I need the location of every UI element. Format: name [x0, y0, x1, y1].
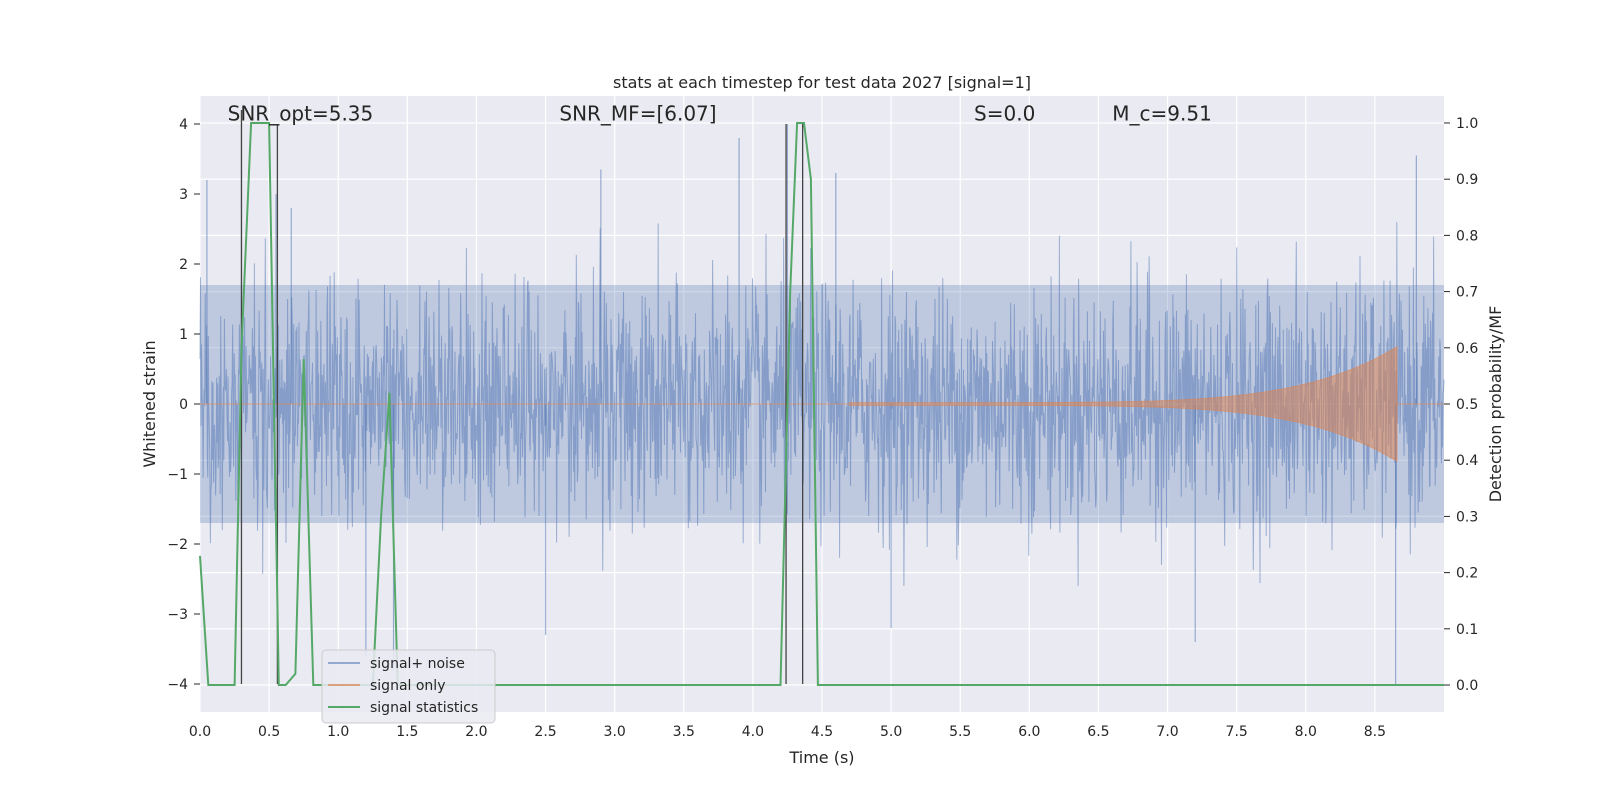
y2-tick-label-10: 1.0 [1456, 116, 1478, 132]
x-tick-label-15: 7.5 [1226, 724, 1248, 740]
annotation-mc: M_c=9.51 [1112, 102, 1212, 126]
annotation-snr-mf: SNR_MF=[6.07] [559, 102, 716, 126]
y-tick-label-6: 2 [179, 257, 188, 273]
y2-tick-label-0: 0.0 [1456, 678, 1478, 694]
annotation-snr-opt: SNR_opt=5.35 [228, 102, 374, 126]
y-axis-ticks: −4 −3 −2 −1 0 1 2 3 4 [167, 117, 200, 693]
x-tick-label-0: 0.0 [189, 724, 211, 740]
signal-noise-trace [199, 221, 1445, 587]
y-tick-label-3: −1 [167, 467, 188, 483]
y-axis-label: Whitened strain [140, 340, 159, 467]
y2-tick-label-5: 0.5 [1456, 397, 1478, 413]
y-tick-label-4: 0 [179, 397, 188, 413]
x-tick-label-10: 5.0 [880, 724, 902, 740]
x-tick-label-4: 2.0 [465, 724, 487, 740]
series-signal-statistics [199, 122, 1444, 686]
y-tick-label-7: 3 [179, 187, 188, 203]
x-tick-label-14: 7.0 [1156, 724, 1178, 740]
detection-markers [240, 110, 804, 684]
x-tick-label-5: 2.5 [534, 724, 556, 740]
x-tick-label-2: 1.0 [327, 724, 349, 740]
y2-axis-ticks: 0.0 0.1 0.2 0.3 0.4 0.5 0.6 0.7 0.8 0.9 1.0 [1444, 116, 1478, 694]
x-tick-label-17: 8.5 [1364, 724, 1386, 740]
y-tick-label-1: −3 [167, 607, 188, 623]
chart-title: stats at each timestep for test data 202… [613, 73, 1031, 92]
x-tick-label-1: 0.5 [258, 724, 280, 740]
y-tick-label-5: 1 [179, 327, 188, 343]
annotations: SNR_opt=5.35 SNR_MF=[6.07] S=0.0 M_c=9.51 [228, 102, 1212, 126]
legend-label-signal-only: signal only [370, 678, 445, 694]
legend-label-signal-noise: signal+ noise [370, 656, 465, 672]
x-tick-label-9: 4.5 [811, 724, 833, 740]
y-tick-label-8: 4 [179, 117, 188, 133]
signal-only-chirp [849, 345, 1398, 463]
y2-tick-label-7: 0.7 [1456, 285, 1478, 301]
y-tick-label-2: −2 [167, 537, 188, 553]
x-tick-label-13: 6.5 [1087, 724, 1109, 740]
y-tick-label-0: −4 [167, 677, 188, 693]
y2-tick-label-9: 0.9 [1456, 172, 1478, 188]
x-axis-label: Time (s) [788, 748, 854, 767]
legend-box [321, 649, 496, 724]
x-tick-label-3: 1.5 [396, 724, 418, 740]
legend-label-signal-statistics: signal statistics [370, 700, 478, 716]
y2-tick-label-1: 0.1 [1456, 622, 1478, 638]
x-tick-label-12: 6.0 [1018, 724, 1040, 740]
x-tick-label-8: 4.0 [742, 724, 764, 740]
y2-tick-label-8: 0.8 [1456, 228, 1478, 244]
signal-statistics-line [199, 122, 1444, 686]
y2-axis-label: Detection probability/MF [1486, 306, 1505, 503]
annotation-s-stat: S=0.0 [974, 102, 1035, 126]
x-axis-ticks: 0.0 0.5 1.0 1.5 2.0 2.5 3.0 3.5 4.0 4.5 5.0 5.5 6.0 6… [189, 724, 1386, 740]
y2-tick-label-4: 0.4 [1456, 453, 1478, 469]
y2-tick-label-3: 0.3 [1456, 509, 1478, 525]
x-tick-label-11: 5.5 [949, 724, 971, 740]
x-tick-label-7: 3.5 [673, 724, 695, 740]
legend: signal+ noise signal only signal statist… [321, 649, 496, 724]
y2-tick-label-6: 0.6 [1456, 341, 1478, 357]
series-signal-only [200, 345, 1444, 463]
y2-tick-label-2: 0.2 [1456, 566, 1478, 582]
x-tick-label-16: 8.0 [1295, 724, 1317, 740]
x-tick-label-6: 3.0 [604, 724, 626, 740]
